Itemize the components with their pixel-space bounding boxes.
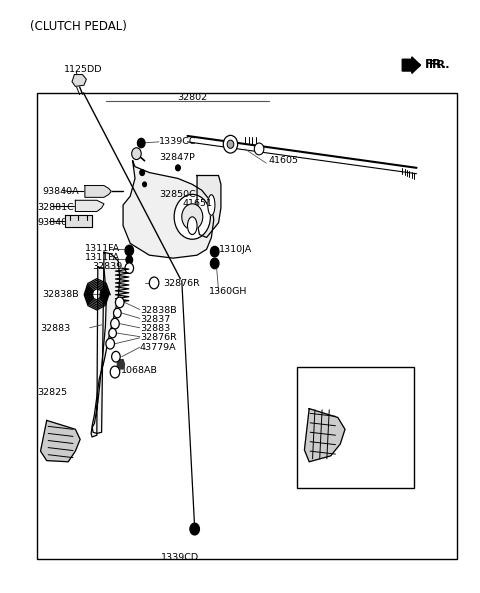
- Circle shape: [210, 246, 219, 257]
- Polygon shape: [92, 252, 120, 433]
- Text: 93840A: 93840A: [42, 187, 79, 196]
- Circle shape: [227, 140, 234, 148]
- Text: 1339CC: 1339CC: [159, 138, 196, 146]
- Text: 43779A: 43779A: [140, 343, 177, 352]
- Ellipse shape: [188, 217, 197, 234]
- Circle shape: [182, 204, 203, 230]
- Circle shape: [210, 258, 219, 269]
- Circle shape: [109, 329, 116, 338]
- Polygon shape: [72, 75, 86, 87]
- Text: 1125DD: 1125DD: [63, 65, 102, 74]
- Circle shape: [223, 135, 238, 153]
- Text: 32837: 32837: [140, 315, 170, 324]
- Text: 41605: 41605: [269, 156, 299, 165]
- Polygon shape: [91, 267, 107, 437]
- Polygon shape: [85, 186, 111, 197]
- Bar: [37, 93, 457, 559]
- Bar: [297, 367, 414, 488]
- Circle shape: [125, 245, 133, 256]
- Text: 32876R: 32876R: [164, 279, 200, 288]
- Polygon shape: [304, 409, 345, 462]
- Ellipse shape: [208, 195, 215, 215]
- Polygon shape: [123, 161, 214, 258]
- Circle shape: [137, 138, 145, 148]
- Circle shape: [114, 308, 121, 318]
- Polygon shape: [117, 359, 124, 369]
- Circle shape: [116, 297, 124, 308]
- Text: 32850C: 32850C: [159, 190, 196, 199]
- Text: FR.: FR.: [425, 58, 447, 71]
- Circle shape: [143, 182, 146, 187]
- Polygon shape: [197, 176, 221, 237]
- Text: 32825: 32825: [339, 385, 370, 394]
- Circle shape: [140, 170, 144, 176]
- Circle shape: [110, 366, 120, 378]
- Text: 93840E: 93840E: [37, 218, 73, 227]
- Circle shape: [126, 256, 132, 264]
- Text: 1068AB: 1068AB: [120, 366, 157, 375]
- Circle shape: [112, 352, 120, 362]
- Circle shape: [254, 143, 264, 155]
- Text: 1339CD: 1339CD: [161, 553, 199, 562]
- Text: 32883: 32883: [40, 324, 71, 333]
- Circle shape: [111, 318, 119, 329]
- Circle shape: [132, 148, 141, 160]
- Text: 1311FA: 1311FA: [85, 244, 120, 253]
- Text: 32838B: 32838B: [42, 290, 79, 299]
- Circle shape: [174, 195, 210, 239]
- Circle shape: [149, 277, 159, 289]
- Text: 32838B: 32838B: [140, 306, 177, 315]
- Text: 32881C: 32881C: [37, 203, 74, 212]
- Circle shape: [190, 523, 199, 535]
- Text: 32839: 32839: [92, 263, 122, 272]
- Circle shape: [125, 263, 133, 273]
- Circle shape: [100, 289, 108, 299]
- Text: 41651: 41651: [183, 199, 213, 208]
- Text: 1360GH: 1360GH: [209, 287, 247, 296]
- Text: 1310JA: 1310JA: [218, 245, 252, 254]
- Text: (CLUTCH PEDAL): (CLUTCH PEDAL): [30, 20, 127, 33]
- Polygon shape: [65, 215, 92, 227]
- Text: 32883: 32883: [140, 324, 170, 333]
- Text: (AL PAD): (AL PAD): [334, 376, 375, 385]
- Polygon shape: [40, 420, 80, 462]
- Text: 32876R: 32876R: [140, 333, 177, 342]
- Text: 32802: 32802: [177, 93, 207, 101]
- FancyArrow shape: [402, 57, 420, 74]
- Polygon shape: [75, 200, 104, 212]
- Text: 1311FA: 1311FA: [85, 253, 120, 262]
- Text: 32847P: 32847P: [159, 154, 195, 162]
- Circle shape: [106, 339, 115, 349]
- Text: FR.: FR.: [430, 60, 450, 70]
- Text: 32825: 32825: [37, 388, 67, 397]
- Circle shape: [176, 165, 180, 171]
